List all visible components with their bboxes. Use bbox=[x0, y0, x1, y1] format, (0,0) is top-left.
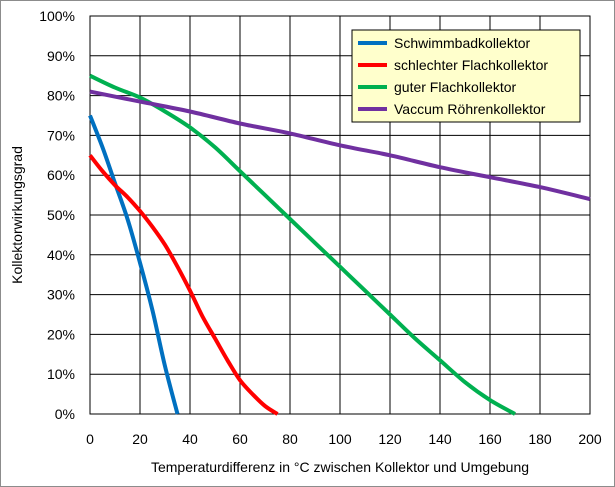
x-axis-title: Temperaturdifferenz in °C zwischen Kolle… bbox=[151, 459, 529, 475]
y-tick-label: 80% bbox=[47, 88, 75, 104]
y-axis-title: Kollektorwirkungsgrad bbox=[9, 146, 25, 284]
y-tick-label: 10% bbox=[47, 366, 75, 382]
series-group bbox=[88, 73, 591, 416]
x-tick-label: 40 bbox=[182, 431, 198, 447]
y-tick-labels: 0% 10% 20% 30% 40% 50% 60% 70% 80% 90% 100% bbox=[39, 8, 75, 422]
y-tick-label: 40% bbox=[47, 247, 75, 263]
x-tick-label: 60 bbox=[232, 431, 248, 447]
legend-label: schlechter Flachkollektor bbox=[394, 57, 548, 73]
x-tick-label: 80 bbox=[282, 431, 298, 447]
x-tick-labels: 0 20 40 60 80 100 120 140 160 180 200 bbox=[86, 431, 602, 447]
legend-label: Schwimmbadkollektor bbox=[394, 35, 530, 51]
y-tick-label: 100% bbox=[39, 8, 75, 24]
y-tick-label: 0% bbox=[55, 406, 75, 422]
legend-box bbox=[351, 29, 581, 123]
series-line-1 bbox=[88, 114, 180, 415]
y-tick-label: 90% bbox=[47, 48, 75, 64]
y-tick-label: 30% bbox=[47, 287, 75, 303]
series-line-2 bbox=[88, 154, 279, 416]
x-tick-label: 100 bbox=[328, 431, 352, 447]
x-tick-label: 140 bbox=[428, 431, 452, 447]
legend-label: guter Flachkollektor bbox=[394, 79, 517, 95]
y-tick-label: 70% bbox=[47, 127, 75, 143]
series-line-3 bbox=[89, 73, 516, 416]
x-tick-label: 160 bbox=[478, 431, 502, 447]
x-tick-label: 180 bbox=[528, 431, 552, 447]
x-tick-label: 0 bbox=[86, 431, 94, 447]
legend: Schwimmbadkollektor schlechter Flachkolle… bbox=[351, 29, 581, 123]
y-tick-label: 20% bbox=[47, 326, 75, 342]
legend-label: Vaccum Röhrenkollektor bbox=[394, 101, 546, 117]
y-tick-label: 50% bbox=[47, 207, 75, 223]
y-tick-label: 60% bbox=[47, 167, 75, 183]
x-tick-label: 120 bbox=[378, 431, 402, 447]
x-tick-label: 20 bbox=[132, 431, 148, 447]
series-line-4 bbox=[89, 89, 591, 202]
x-tick-label: 200 bbox=[578, 431, 602, 447]
